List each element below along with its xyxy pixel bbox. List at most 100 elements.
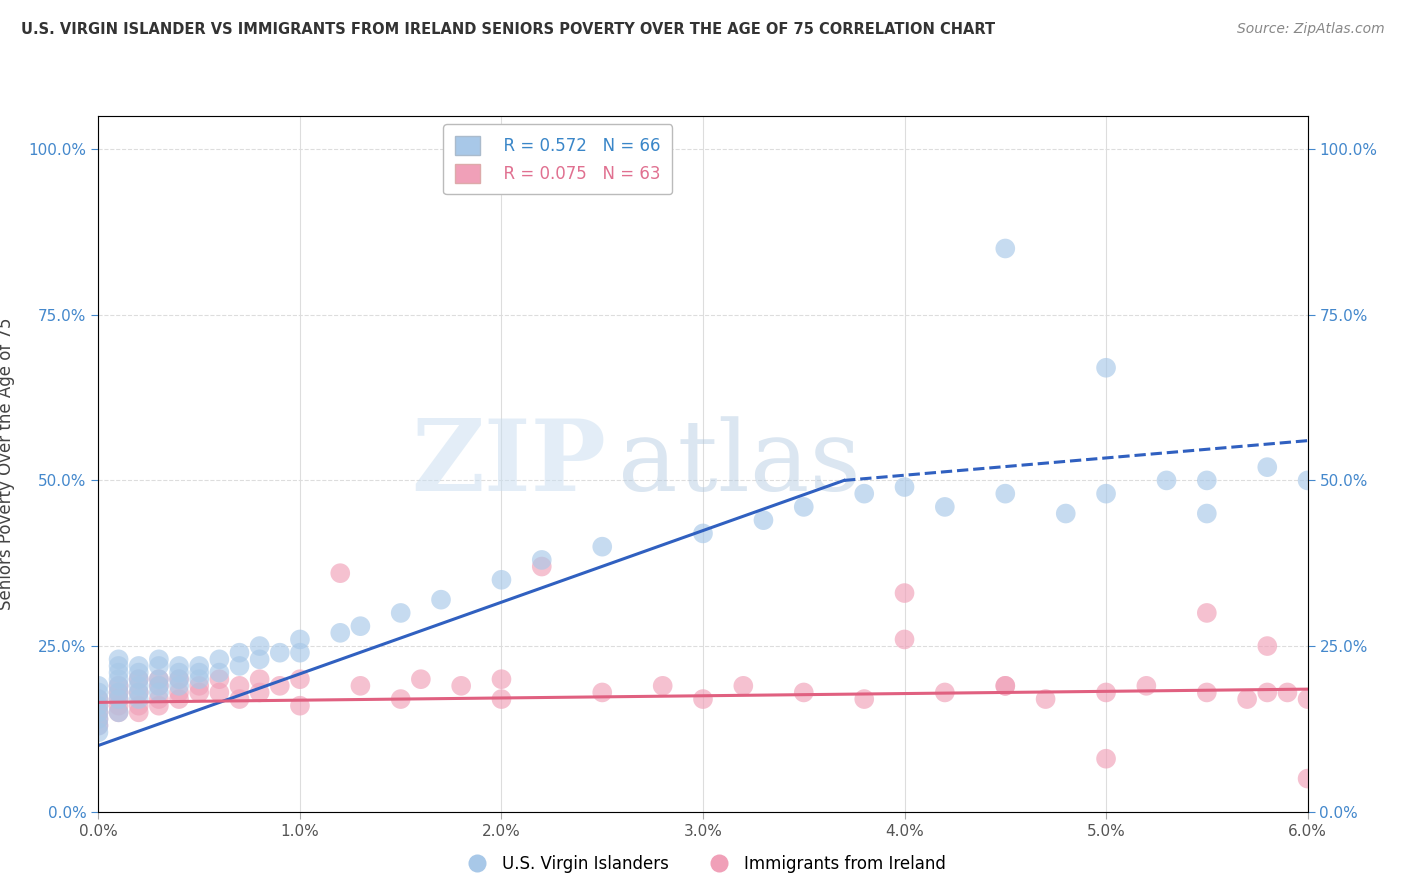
Point (128, 672, 150, 686)
Point (994, 242, 1017, 256)
Point (349, 619, 371, 633)
Point (107, 659, 129, 673)
Point (752, 513, 775, 527)
Point (87, 718, 110, 732)
Point (107, 706, 129, 720)
Point (167, 679, 190, 693)
Y-axis label: Seniors Poverty Over the Age of 75: Seniors Poverty Over the Age of 75 (0, 318, 14, 610)
Point (107, 652, 129, 666)
Point (651, 679, 673, 693)
Point (530, 559, 553, 574)
Point (167, 685, 190, 699)
Point (530, 553, 553, 567)
Point (148, 672, 170, 686)
Point (148, 698, 170, 713)
Point (450, 679, 472, 693)
Legend: U.S. Virgin Islanders, Immigrants from Ireland: U.S. Virgin Islanders, Immigrants from I… (454, 848, 952, 880)
Point (228, 646, 250, 660)
Point (491, 692, 513, 706)
Point (1296, 772, 1319, 786)
Point (87, 679, 110, 693)
Point (148, 652, 170, 666)
Point (1054, 507, 1077, 521)
Point (87, 685, 110, 699)
Point (87, 706, 110, 720)
Point (389, 606, 412, 620)
Point (893, 480, 915, 494)
Point (228, 659, 250, 673)
Point (249, 639, 271, 653)
Point (329, 566, 352, 581)
Point (269, 646, 291, 660)
Point (249, 685, 271, 699)
Point (188, 659, 211, 673)
Point (1195, 474, 1218, 488)
Point (1256, 639, 1278, 653)
Point (430, 592, 453, 607)
Point (188, 685, 211, 699)
Point (893, 586, 915, 600)
Point (1095, 486, 1118, 500)
Point (1296, 692, 1319, 706)
Point (128, 692, 150, 706)
Point (591, 540, 613, 554)
Point (107, 665, 129, 680)
Point (128, 665, 150, 680)
Point (409, 672, 432, 686)
Point (87, 698, 110, 713)
Point (994, 486, 1017, 500)
Point (491, 573, 513, 587)
Point (329, 625, 352, 640)
Point (249, 672, 271, 686)
Point (87, 712, 110, 726)
Point (733, 679, 755, 693)
Point (591, 685, 613, 699)
Point (148, 672, 170, 686)
Point (288, 646, 311, 660)
Point (1296, 474, 1319, 488)
Point (228, 679, 250, 693)
Point (288, 632, 311, 647)
Point (893, 632, 915, 647)
Point (167, 665, 190, 680)
Point (288, 672, 311, 686)
Point (167, 672, 190, 686)
Point (288, 698, 311, 713)
Point (107, 679, 129, 693)
Point (793, 685, 815, 699)
Text: atlas: atlas (619, 416, 860, 512)
Point (1195, 606, 1218, 620)
Point (249, 652, 271, 666)
Point (1256, 460, 1278, 475)
Point (167, 672, 190, 686)
Point (853, 692, 876, 706)
Point (1095, 752, 1118, 766)
Point (1277, 685, 1299, 699)
Point (188, 665, 211, 680)
Point (934, 685, 956, 699)
Point (1236, 692, 1258, 706)
Point (107, 679, 129, 693)
Point (148, 685, 170, 699)
Point (1195, 507, 1218, 521)
Point (128, 706, 150, 720)
Text: U.S. VIRGIN ISLANDER VS IMMIGRANTS FROM IRELAND SENIORS POVERTY OVER THE AGE OF : U.S. VIRGIN ISLANDER VS IMMIGRANTS FROM … (21, 22, 995, 37)
Point (1135, 679, 1157, 693)
Point (107, 692, 129, 706)
Point (107, 685, 129, 699)
Point (107, 698, 129, 713)
Point (167, 659, 190, 673)
Point (107, 672, 129, 686)
Point (1095, 685, 1118, 699)
Point (87, 698, 110, 713)
Point (692, 526, 714, 541)
Point (208, 665, 231, 680)
Point (208, 672, 231, 686)
Point (87, 692, 110, 706)
Point (87, 725, 110, 739)
Point (793, 500, 815, 514)
Point (148, 692, 170, 706)
Point (994, 679, 1017, 693)
Point (1156, 474, 1178, 488)
Point (148, 659, 170, 673)
